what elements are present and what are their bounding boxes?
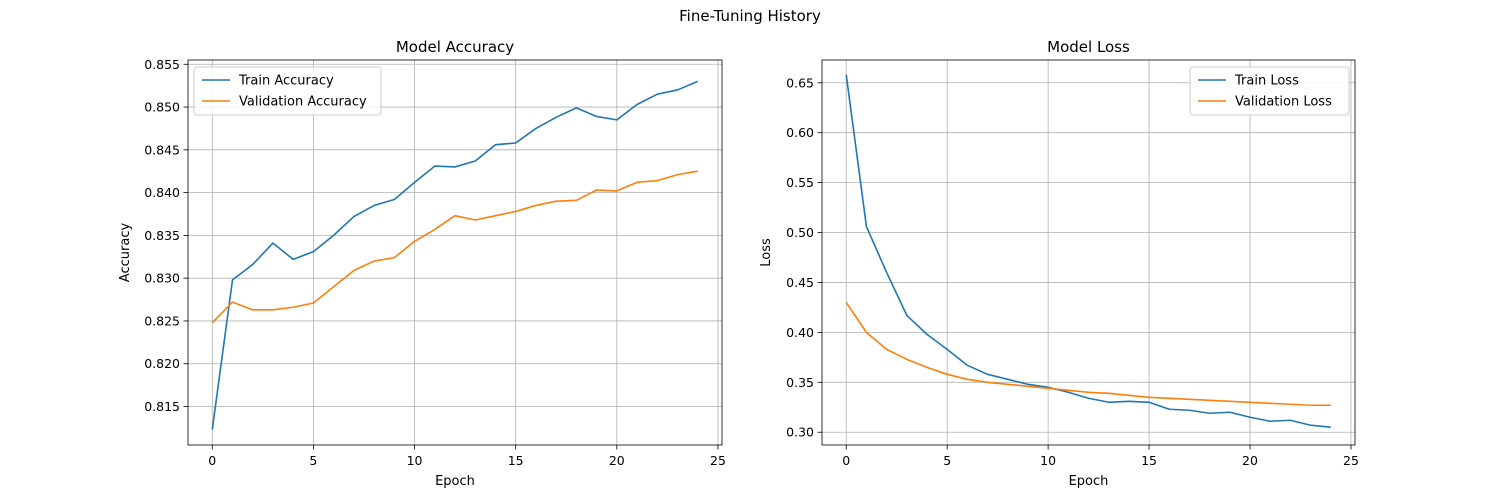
accuracy-legend-box <box>193 66 382 116</box>
loss-chart-title: Model Loss <box>1047 38 1130 56</box>
accuracy-x-tick-label: 25 <box>710 453 726 468</box>
accuracy-y-tick-label: 0.835 <box>144 228 180 243</box>
loss-x-tick-label: 20 <box>1242 453 1258 468</box>
accuracy-y-axis-label: Accuracy <box>118 223 133 283</box>
loss-y-tick-label: 0.40 <box>786 325 814 340</box>
loss-axes-frame <box>821 59 1356 446</box>
accuracy-legend-train-label: Train Accuracy <box>238 74 334 89</box>
loss-y-tick-label: 0.45 <box>786 275 814 290</box>
accuracy-axes-frame <box>187 59 723 446</box>
loss-legend-validation-label: Validation Loss <box>1235 95 1332 110</box>
accuracy-x-axis-label: Epoch <box>435 474 475 489</box>
loss-x-tick-label: 0 <box>842 453 850 468</box>
loss-y-tick-label: 0.35 <box>786 375 814 390</box>
loss-x-tick-label: 10 <box>1040 453 1056 468</box>
accuracy-x-tick-label: 15 <box>508 453 524 468</box>
loss-series-validation-line <box>845 301 1331 407</box>
accuracy-series-train-line <box>211 80 699 430</box>
accuracy-x-tick-label: 20 <box>609 453 625 468</box>
loss-series-train-line <box>845 74 1331 429</box>
loss-x-axis-label: Epoch <box>1069 474 1109 489</box>
accuracy-y-tick-label: 0.840 <box>144 185 180 200</box>
figure-suptitle: Fine-Tuning History <box>679 7 821 25</box>
accuracy-y-tick-label: 0.815 <box>144 399 180 414</box>
loss-y-tick-label: 0.50 <box>786 225 814 240</box>
accuracy-y-tick-label: 0.825 <box>144 313 180 328</box>
accuracy-y-tick-label: 0.850 <box>144 100 180 115</box>
loss-legend: Train Loss Validation Loss <box>1189 66 1350 116</box>
accuracy-y-tick-label: 0.845 <box>144 142 180 157</box>
loss-y-tick-label: 0.65 <box>786 75 814 90</box>
accuracy-legend-validation-label: Validation Accuracy <box>239 95 367 110</box>
loss-legend-box <box>1189 66 1350 116</box>
accuracy-series-validation-line <box>211 170 698 324</box>
loss-x-tick-label: 5 <box>943 453 951 468</box>
loss-legend-train-label: Train Loss <box>1234 74 1299 89</box>
accuracy-y-tick-label: 0.830 <box>144 271 180 286</box>
loss-x-tick-label: 15 <box>1141 453 1157 468</box>
accuracy-x-tick-label: 5 <box>309 453 317 468</box>
accuracy-x-tick-label: 0 <box>208 453 216 468</box>
loss-y-tick-label: 0.30 <box>786 425 814 440</box>
accuracy-chart-panel: 0 5 10 15 20 25 0.815 0.820 0.825 0.830 0.835 0.840… <box>118 38 726 489</box>
accuracy-y-tick-label: 0.855 <box>144 57 180 72</box>
loss-chart-panel: 0 5 10 15 20 25 0.30 0.35 0.40 0.45 0.50 0.55 0.60 0.… <box>759 38 1359 489</box>
loss-y-tick-label: 0.60 <box>786 125 814 140</box>
accuracy-chart-title: Model Accuracy <box>396 38 514 56</box>
loss-y-axis-label: Loss <box>759 238 774 267</box>
accuracy-x-tick-label: 10 <box>407 453 423 468</box>
accuracy-y-tick-label: 0.820 <box>144 356 180 371</box>
loss-y-tick-label: 0.55 <box>786 175 814 190</box>
accuracy-legend: Train Accuracy Validation Accuracy <box>193 66 382 116</box>
loss-x-tick-label: 25 <box>1343 453 1359 468</box>
